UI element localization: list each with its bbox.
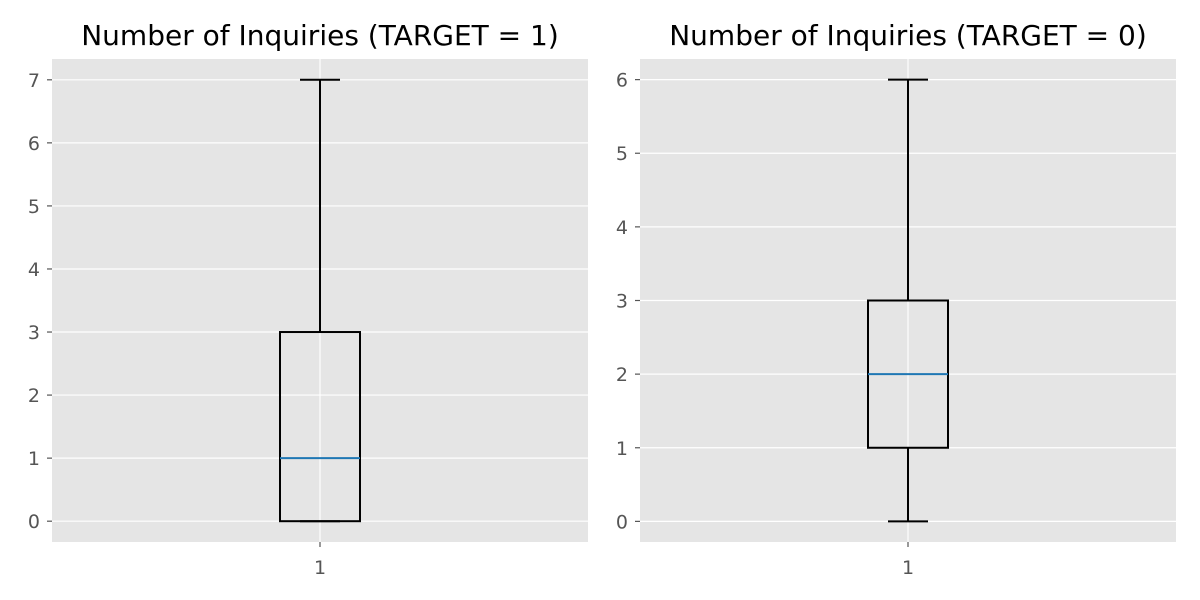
y-tick-label: 0 (616, 511, 628, 533)
x-tick-label: 1 (314, 557, 326, 579)
axis-ticks: 0 1 2 3 4 5 6 7 1 (28, 70, 326, 579)
y-tick-label: 2 (28, 385, 40, 407)
iqr-box (279, 331, 361, 523)
boxplot-chart-target-0: 0 1 2 3 4 5 6 1 Number of Inquiries (TARGET = 0… (616, 19, 1176, 579)
y-tick-label: 6 (28, 133, 40, 155)
boxplot-chart-target-1: 0 1 2 3 4 5 6 7 1 Number of Inquiries (TARGET = … (28, 19, 588, 579)
chart-title: Number of Inquiries (TARGET = 0) (669, 19, 1147, 52)
y-tick-label: 1 (28, 448, 40, 470)
y-tick-label: 4 (28, 259, 40, 281)
y-tick-label: 3 (28, 322, 40, 344)
boxplot-marks (279, 78, 361, 523)
axis-ticks: 0 1 2 3 4 5 6 1 (616, 70, 914, 579)
y-tick-label: 5 (28, 196, 40, 218)
y-tick-label: 7 (28, 70, 40, 92)
y-tick-label: 4 (616, 217, 628, 239)
y-tick-label: 2 (616, 364, 628, 386)
y-tick-label: 6 (616, 70, 628, 92)
y-tick-label: 3 (616, 291, 628, 313)
x-tick-label: 1 (902, 557, 914, 579)
y-tick-label: 1 (616, 438, 628, 460)
chart-title: Number of Inquiries (TARGET = 1) (81, 19, 559, 52)
y-tick-label: 5 (616, 143, 628, 165)
y-tick-label: 0 (28, 511, 40, 533)
boxplot-marks (867, 78, 949, 523)
